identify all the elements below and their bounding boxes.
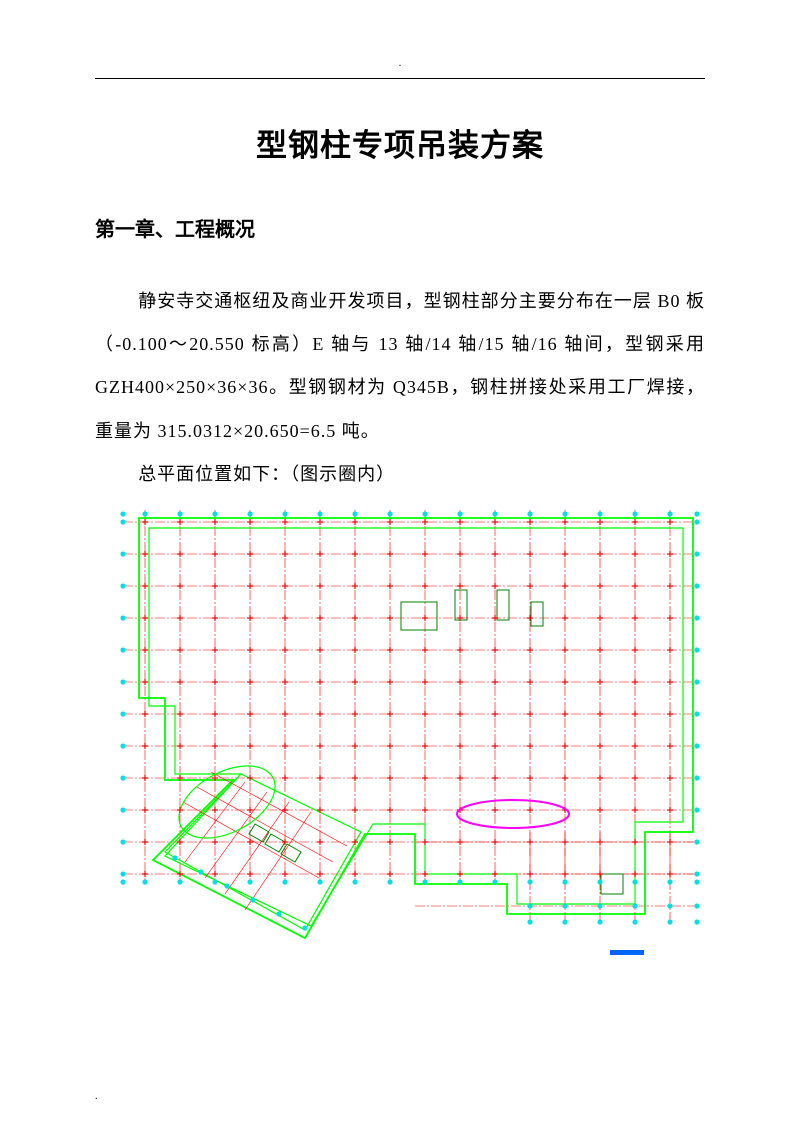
paragraph-2: 总平面位置如下：（图示圈内） (95, 453, 705, 496)
site-plan-diagram (105, 502, 705, 977)
header-rule (95, 78, 705, 79)
header-mark: . (399, 58, 402, 69)
doc-title: 型钢柱专项吊装方案 (95, 120, 705, 165)
footer-mark: . (95, 1091, 98, 1102)
chapter-heading: 第一章、工程概况 (95, 213, 705, 242)
paragraph-1: 静安寺交通枢纽及商业开发项目，型钢柱部分主要分布在一层 B0 板（-0.100～… (95, 280, 705, 453)
